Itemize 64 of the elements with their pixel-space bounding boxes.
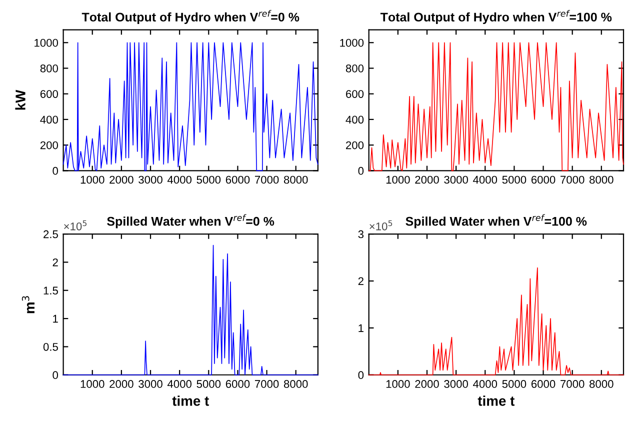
x-tick-label: 2000 — [415, 380, 439, 388]
y-tick-label: 2 — [52, 258, 58, 266]
x-tick-label: 7000 — [254, 380, 279, 388]
x-tick-label: 4000 — [167, 380, 192, 388]
y-tick-label: 2 — [358, 277, 364, 286]
y-tick-label: 200 — [40, 141, 58, 150]
x-tick-label: 1000 — [80, 176, 104, 184]
y-tick-label: 0.5 — [43, 342, 58, 351]
x-axis-title: time t — [172, 396, 209, 406]
y-tick-label: 200 — [346, 141, 364, 150]
y-tick-label: 400 — [346, 116, 364, 124]
x-tick-label: 6000 — [226, 380, 250, 388]
y-tick-label: 2.5 — [44, 230, 58, 238]
x-tick-label: 1000 — [386, 176, 410, 184]
x-tick-label: 7000 — [560, 380, 584, 388]
chart-title: Total Output of Hydro when V$^{ref}$=0 % — [82, 10, 300, 24]
chart-title: Spilled Water when V$^{ref}$=100 % — [406, 214, 587, 228]
x-tick-label: 4000 — [167, 176, 192, 184]
y-tick-label: 1000 — [34, 38, 58, 47]
x-tick-label: 5000 — [196, 380, 221, 388]
y-tick-label: 0 — [52, 166, 58, 175]
x-tick-label: 6000 — [531, 176, 556, 184]
y-tick-label: 3 — [358, 230, 364, 238]
y-tick-label: 0 — [358, 371, 364, 380]
y-tick-label: 0 — [52, 371, 58, 380]
y-axis-title: m$^{3}$ — [22, 296, 34, 314]
x-tick-label: 1000 — [80, 380, 104, 388]
text: ×10$^{5}$ — [370, 220, 392, 230]
x-tick-label: 5000 — [502, 176, 526, 184]
x-tick-label: 8000 — [590, 176, 614, 184]
x-tick-label: 2000 — [110, 380, 134, 388]
x-tick-label: 8000 — [284, 380, 308, 388]
y-tick-label: 400 — [40, 116, 58, 124]
y-tick-label: 1 — [358, 324, 364, 332]
x-tick-label: 8000 — [284, 176, 308, 184]
x-tick-label: 5000 — [502, 380, 526, 388]
y-tick-label: 1000 — [340, 38, 364, 47]
y-axis-title: kW — [15, 90, 26, 110]
chart-title: Total Output of Hydro when V$^{ref}$=100 % — [380, 10, 612, 24]
x-tick-label: 7000 — [254, 176, 279, 184]
x-tick-label: 8000 — [590, 380, 614, 388]
x-tick-label: 1000 — [386, 380, 410, 388]
x-tick-label: 4000 — [473, 380, 498, 388]
y-tick-label: 600 — [40, 90, 58, 98]
x-tick-label: 3000 — [138, 380, 162, 388]
y-tick-label: 800 — [40, 64, 58, 72]
x-tick-label: 2000 — [415, 176, 439, 184]
x-tick-label: 4000 — [473, 176, 498, 184]
chart-title: Spilled Water when V$^{ref}$=0 % — [107, 214, 274, 228]
text: ×10$^{5}$ — [64, 220, 87, 230]
y-tick-label: 1 — [53, 314, 58, 323]
y-tick-label: 800 — [346, 64, 364, 72]
x-tick-label: 3000 — [444, 176, 468, 184]
x-tick-label: 6000 — [226, 176, 250, 184]
x-tick-label: 3000 — [138, 176, 162, 184]
x-tick-label: 6000 — [531, 380, 556, 388]
y-tick-label: 600 — [346, 90, 364, 98]
x-tick-label: 7000 — [560, 176, 584, 184]
x-tick-label: 5000 — [196, 176, 221, 184]
y-tick-label: 0 — [358, 166, 364, 175]
y-tick-label: 1.5 — [44, 286, 58, 295]
x-tick-label: 2000 — [110, 176, 134, 184]
x-tick-label: 3000 — [444, 380, 468, 388]
x-axis-title: time t — [478, 396, 515, 406]
